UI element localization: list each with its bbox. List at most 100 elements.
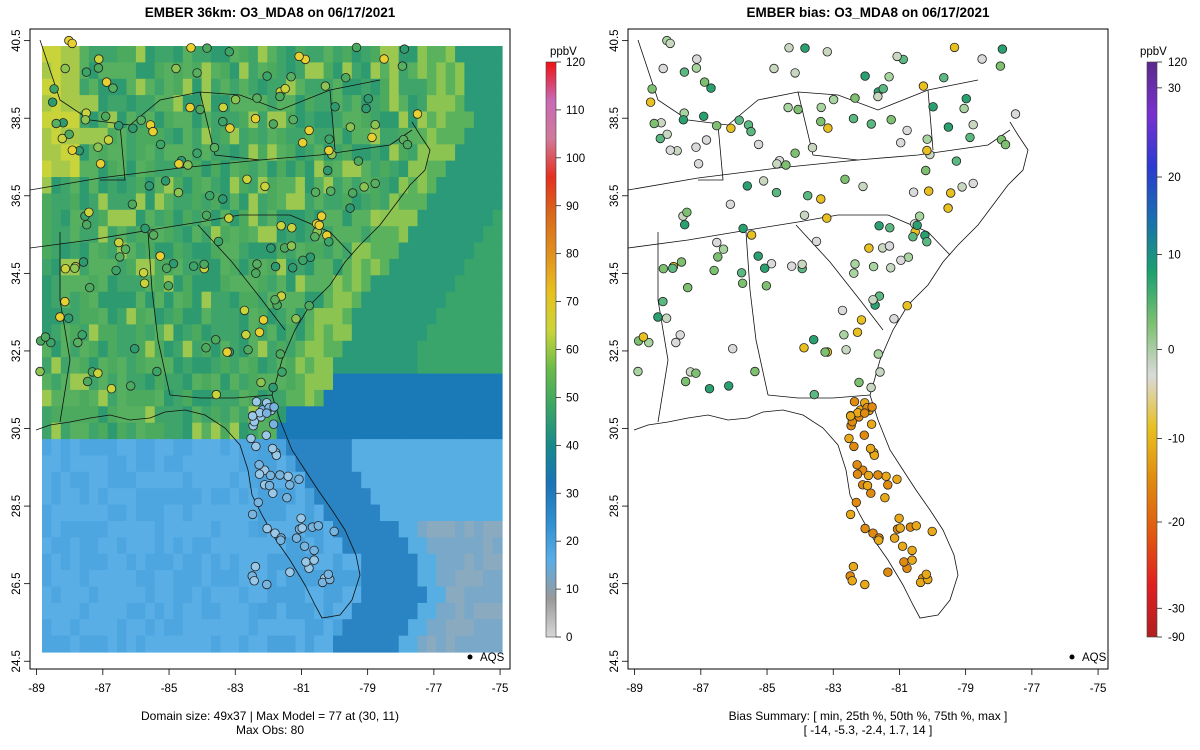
aqs-site-marker: [288, 263, 298, 273]
right-x-tick-label: -83: [825, 683, 842, 695]
grid-cell: [88, 127, 99, 145]
grid-cell: [323, 275, 334, 293]
grid-cell: [60, 521, 71, 538]
aqs-site-marker: [324, 145, 334, 156]
grid-cell: [333, 242, 343, 260]
grid-cell: [107, 111, 118, 129]
grid-cell: [492, 586, 503, 604]
grid-cell: [483, 537, 494, 555]
bias-site-marker: [680, 376, 691, 387]
grid-cell: [361, 455, 372, 473]
grid-cell: [154, 422, 165, 440]
bias-site-marker: [968, 178, 978, 189]
grid-cell: [201, 78, 212, 96]
grid-cell: [88, 275, 99, 293]
aqs-site-marker: [258, 315, 269, 325]
bias-site-marker: [691, 368, 701, 378]
grid-cell: [154, 209, 165, 227]
grid-cell: [351, 275, 362, 293]
bias-site-marker: [668, 263, 678, 274]
grid-cell: [398, 553, 409, 571]
grid-cell: [117, 324, 128, 342]
grid-cell: [229, 504, 240, 522]
grid-cell: [135, 127, 146, 145]
right-y-tick-label: 38.5: [609, 107, 621, 129]
grid-cell: [98, 226, 109, 244]
grid-cell: [239, 439, 250, 457]
grid-cell: [267, 553, 278, 571]
grid-cell: [436, 275, 447, 293]
grid-cell: [426, 340, 437, 358]
grid-cell: [229, 62, 240, 80]
grid-cell: [408, 488, 419, 506]
grid-cell: [248, 635, 259, 653]
grid-cell: [398, 488, 409, 506]
grid-cell: [88, 291, 99, 309]
grid-cell: [201, 570, 212, 588]
grid-cell: [145, 619, 156, 637]
grid-cell: [408, 226, 419, 244]
bias-site-marker: [897, 541, 908, 552]
grid-cell: [426, 226, 437, 244]
right-x-tick-label: -77: [1024, 683, 1041, 695]
grid-cell: [88, 46, 99, 63]
grid-cell: [455, 439, 466, 457]
grid-cell: [220, 521, 231, 538]
grid-cell: [211, 242, 221, 260]
left-x-tick-label: -89: [28, 683, 45, 695]
grid-cell: [42, 488, 52, 506]
grid-cell: [248, 373, 259, 391]
grid-cell: [192, 422, 203, 440]
grid-cell: [323, 111, 334, 129]
bias-site-marker: [746, 230, 757, 240]
grid-cell: [117, 95, 128, 113]
grid-cell: [79, 177, 90, 194]
grid-cell: [304, 242, 315, 260]
grid-cell: [154, 144, 165, 162]
bias-site-marker: [881, 471, 891, 482]
aqs-site-marker: [251, 268, 261, 278]
grid-cell: [154, 226, 165, 244]
grid-cell: [398, 570, 409, 588]
grid-cell: [220, 619, 231, 637]
grid-cell: [389, 308, 400, 326]
grid-cell: [88, 111, 99, 129]
grid-cell: [408, 619, 419, 637]
grid-cell: [211, 619, 221, 637]
grid-cell: [154, 291, 165, 309]
grid-cell: [145, 373, 156, 391]
grid-cell: [88, 521, 99, 538]
grid-cell: [135, 291, 146, 309]
grid-cell: [464, 357, 475, 375]
grid-cell: [126, 78, 137, 96]
grid-cell: [60, 340, 71, 358]
left-x-tick-label: -87: [95, 683, 112, 695]
grid-cell: [323, 193, 334, 211]
grid-cell: [182, 209, 193, 227]
aqs-site-marker: [379, 54, 389, 64]
left-colorbar-tick-label: 70: [566, 297, 579, 309]
grid-cell: [135, 62, 146, 80]
grid-cell: [304, 78, 315, 96]
grid-cell: [314, 258, 325, 276]
grid-cell: [286, 193, 297, 211]
grid-cell: [276, 340, 287, 358]
grid-cell: [455, 521, 466, 538]
grid-cell: [239, 504, 250, 522]
grid-cell: [464, 537, 475, 555]
aqs-site-marker: [67, 38, 77, 49]
grid-cell: [79, 406, 90, 424]
bias-site-marker: [726, 123, 736, 134]
bias-site-marker: [760, 263, 770, 273]
grid-cell: [135, 373, 146, 391]
grid-cell: [192, 324, 203, 342]
grid-cell: [276, 553, 287, 571]
grid-cell: [173, 586, 184, 604]
grid-cell: [389, 258, 400, 276]
grid-cell: [220, 62, 231, 80]
grid-cell: [436, 537, 447, 555]
grid-cell: [417, 422, 428, 440]
grid-cell: [473, 553, 484, 571]
grid-cell: [389, 389, 400, 407]
grid-cell: [342, 488, 353, 506]
